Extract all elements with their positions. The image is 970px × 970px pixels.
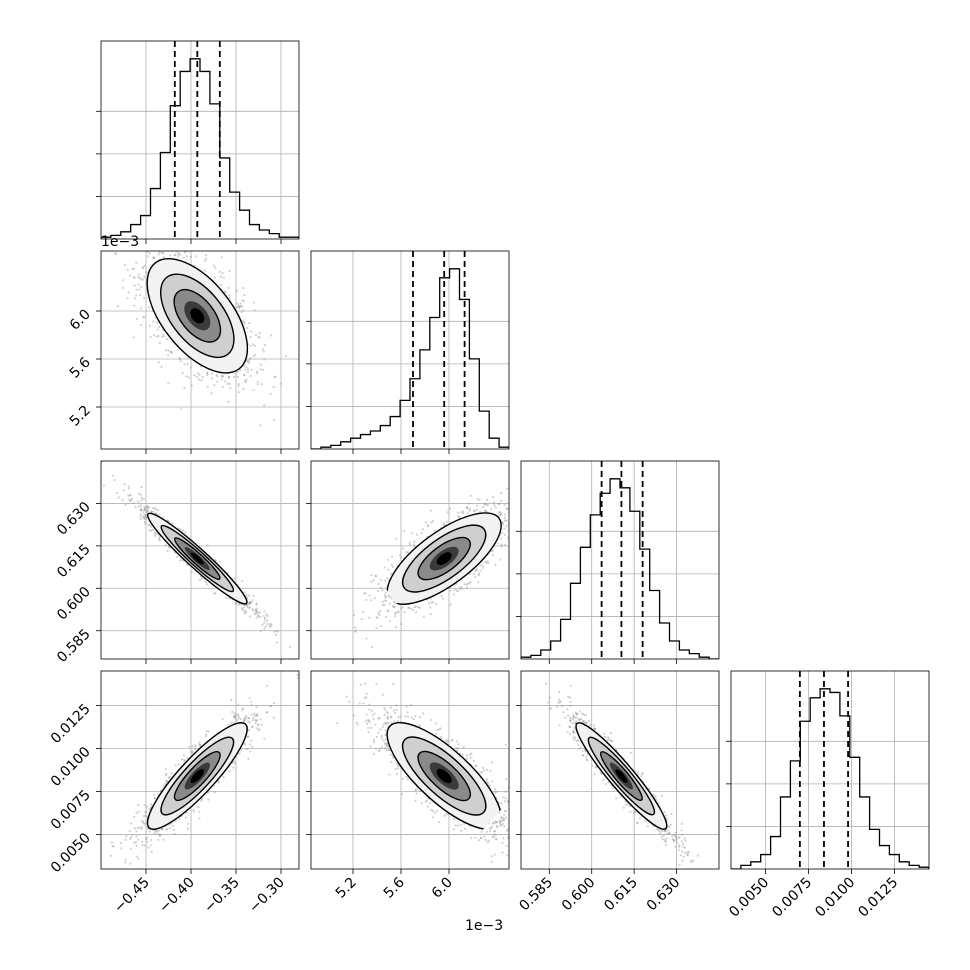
contour-line	[599, 751, 643, 801]
contour-line	[401, 736, 487, 816]
contour-line	[160, 736, 235, 816]
y-offset-label: 1e−3	[101, 234, 139, 250]
y-tick-label: 0.585	[54, 626, 94, 666]
y-tick-label: 5.6	[67, 354, 94, 381]
panel-frame	[100, 460, 300, 660]
density-cell	[190, 552, 204, 565]
density-cell	[190, 768, 204, 784]
x-tick-label: 0.600	[559, 875, 599, 915]
y-tick-label: 5.2	[67, 403, 94, 430]
y-tick-label: 0.600	[54, 584, 94, 624]
panel-frame	[520, 670, 720, 870]
x-tick-label: −0.35	[201, 875, 243, 917]
y-tick-label: 0.0050	[48, 830, 94, 876]
scatter-panel-3-2: 0.585 0.600 0.615 0.630	[516, 670, 720, 915]
panel-frame	[310, 250, 510, 450]
x-tick-label: 0.0050	[726, 875, 772, 921]
y-tick-label: 0.630	[54, 499, 94, 539]
density-cell	[436, 552, 452, 565]
hist-panel-0	[96, 40, 300, 244]
scatter-panel-2-1	[306, 460, 510, 664]
scatter-panel-1-0: 5.2 5.6 6.0	[67, 250, 300, 454]
hist-panel-2	[516, 460, 720, 664]
panel-frame	[100, 40, 300, 240]
panel-frame	[310, 670, 510, 870]
y-tick-label: 0.615	[54, 541, 94, 581]
histogram-step	[101, 58, 299, 239]
x-tick-label: 0.630	[644, 875, 684, 915]
x-tick-label: 0.0100	[812, 875, 858, 921]
contour-line	[173, 537, 221, 580]
x-tick-label: −0.30	[246, 875, 288, 917]
contour-line	[146, 257, 249, 374]
contour-line	[146, 512, 248, 605]
x-offset-label: 1e−3	[465, 918, 503, 934]
density-cell	[190, 308, 205, 324]
hist-panel-1	[306, 250, 510, 454]
x-tick-label: 0.0125	[855, 875, 901, 921]
density-cell	[436, 768, 452, 784]
y-tick-label: 0.0075	[48, 787, 94, 833]
contour-line	[173, 750, 221, 802]
contour-line	[417, 536, 471, 581]
contour-line	[160, 524, 235, 593]
contour-line	[173, 288, 222, 343]
x-tick-label: 5.6	[381, 874, 408, 901]
contour-line	[587, 736, 656, 816]
contour-line	[159, 273, 235, 359]
x-tick-label: 6.0	[429, 875, 456, 902]
y-tick-label: 6.0	[67, 307, 94, 334]
y-tick-label: 0.0125	[48, 701, 94, 747]
contour-line	[575, 722, 668, 830]
x-tick-label: 0.615	[601, 875, 641, 915]
scatter-panel-3-0: −0.45 −0.40 −0.35 −0.30 0.00500.00750.01000.…	[48, 670, 300, 917]
density-cell	[615, 769, 628, 783]
x-tick-label: 0.0075	[769, 875, 815, 921]
panel-frame	[730, 670, 930, 870]
contour-line	[401, 524, 487, 593]
x-tick-label: −0.40	[156, 875, 198, 917]
histogram-step	[311, 268, 509, 449]
x-tick-label: −0.45	[111, 875, 153, 917]
panel-frame	[100, 670, 300, 870]
panel-frame	[520, 460, 720, 660]
contour-line	[146, 722, 248, 830]
y-tick-label: 0.0100	[48, 744, 94, 790]
histogram-step	[731, 688, 929, 869]
x-tick-label: 5.2	[333, 875, 360, 902]
x-tick-label: 0.585	[516, 875, 556, 915]
histogram-step	[521, 478, 719, 659]
panel-frame	[100, 250, 300, 450]
scatter-panel-3-1: 5.2 5.6 6.0	[306, 670, 510, 902]
panel-frame	[310, 460, 510, 660]
contour-line	[417, 750, 472, 802]
